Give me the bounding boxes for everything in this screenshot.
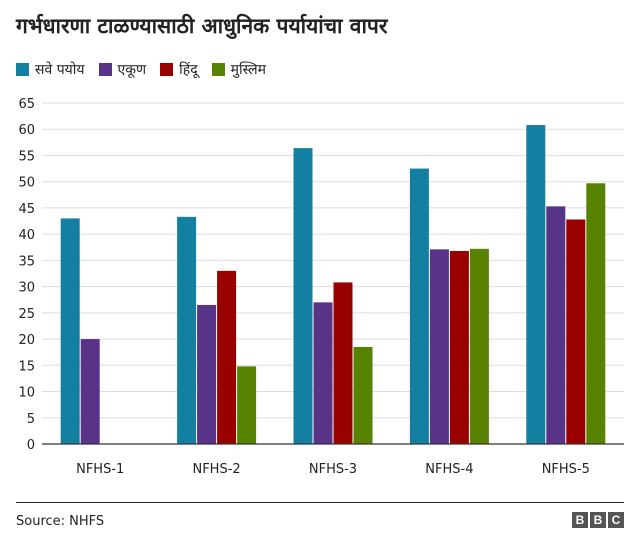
bar	[237, 366, 257, 444]
bar	[429, 249, 449, 444]
bar	[333, 282, 353, 444]
legend-swatch	[98, 63, 112, 76]
footer-divider	[16, 502, 624, 503]
y-tick-label: 35	[18, 254, 35, 269]
y-tick-label: 15	[18, 359, 35, 374]
bbc-logo: B B C	[572, 512, 624, 528]
x-tick-label: NFHS-4	[425, 462, 473, 477]
chart-title: गर्भधारणा टाळण्यासाठी आधुनिक पर्यायांचा …	[16, 14, 388, 38]
legend-label: मुस्लिम	[230, 62, 266, 78]
bar	[197, 304, 217, 444]
bar	[566, 219, 586, 444]
source-note: Source: NHFS	[16, 514, 105, 529]
y-tick-label: 10	[18, 386, 35, 401]
y-tick-label: 25	[18, 307, 35, 322]
bar	[293, 148, 313, 444]
y-tick-label: 40	[18, 228, 35, 243]
bar	[449, 250, 469, 444]
bar	[546, 206, 566, 444]
legend-item-all-options: सवे पयोय	[16, 60, 85, 79]
legend: सवे पयोय एकूण हिंदू मुस्लिम	[16, 60, 266, 79]
bbc-logo-letter: C	[608, 512, 624, 528]
bbc-logo-letter: B	[572, 512, 588, 528]
bar	[60, 218, 80, 444]
bar	[526, 125, 546, 444]
y-tick-label: 55	[18, 149, 35, 164]
y-tick-label: 30	[18, 281, 35, 296]
bar	[313, 302, 333, 444]
legend-item-muslim: मुस्लिम	[211, 60, 266, 79]
x-tick-label: NFHS-5	[542, 462, 590, 477]
y-tick-label: 0	[27, 438, 35, 453]
bar	[469, 248, 489, 444]
bbc-logo-letter: B	[590, 512, 606, 528]
legend-swatch	[160, 63, 174, 76]
legend-label: एकूण	[117, 62, 147, 78]
bar	[586, 183, 606, 444]
bar	[80, 339, 100, 444]
x-tick-label: NFHS-1	[76, 462, 124, 477]
x-tick-label: NFHS-3	[309, 462, 357, 477]
legend-item-hindu: हिंदू	[160, 60, 198, 79]
legend-swatch	[211, 63, 225, 76]
bar	[217, 270, 237, 444]
legend-item-total: एकूण	[98, 60, 147, 79]
bar	[177, 216, 197, 444]
legend-label: हिंदू	[179, 62, 198, 78]
y-tick-label: 45	[18, 202, 35, 217]
legend-label: सवे पयोय	[35, 62, 85, 78]
legend-swatch	[16, 63, 29, 76]
y-tick-label: 65	[18, 97, 35, 112]
bar-chart: 0 5 10 15 20 25 30 35 40 45 50 55 60 65 NFHS-1 NFHS-2 NF…	[18, 97, 624, 477]
y-tick-label: 60	[18, 123, 35, 138]
bar	[353, 346, 373, 444]
bar	[409, 168, 429, 445]
y-tick-label: 20	[18, 333, 35, 348]
x-tick-label: NFHS-2	[192, 462, 240, 477]
y-tick-label: 50	[18, 176, 35, 191]
y-tick-label: 5	[27, 412, 35, 427]
